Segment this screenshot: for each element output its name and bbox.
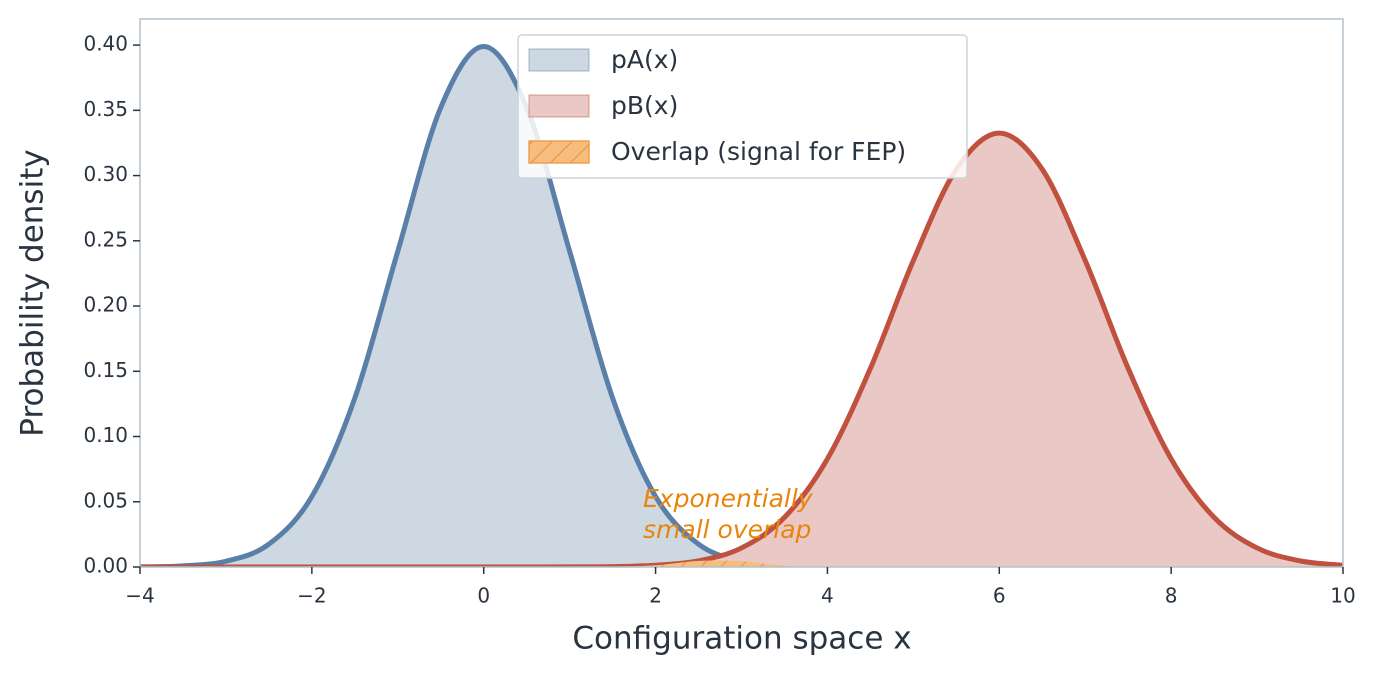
y-axis-label: Probability density: [15, 149, 51, 436]
legend-swatch: [528, 48, 590, 72]
area-hatch: [140, 560, 1343, 567]
legend-label: pA(x): [611, 45, 678, 74]
annotation: small overlap: [643, 515, 811, 544]
legend-box: [517, 34, 968, 179]
x-tick-label: −4: [125, 584, 154, 608]
x-tick-label: −2: [297, 584, 326, 608]
line: [140, 130, 1343, 567]
area-fill: [140, 46, 1343, 567]
x-tick-label: 8: [1165, 584, 1178, 608]
x-tick-label: 2: [649, 584, 662, 608]
y-tick-label: 0.05: [83, 488, 128, 512]
y-tick-label: 0.40: [83, 32, 128, 56]
y-tick-label: 0.00: [83, 554, 128, 578]
y-tick-label: 0.35: [83, 97, 128, 121]
legend-label: Overlap (signal for FEP): [611, 137, 906, 166]
legend-swatch: [528, 94, 590, 118]
legend-label: pB(x): [611, 91, 678, 120]
y-tick-label: 0.15: [83, 358, 128, 382]
legend-swatch-hatch: [529, 141, 589, 163]
y-tick-label: 0.30: [83, 162, 128, 186]
plot-frame: [139, 18, 1344, 568]
plot-area: [140, 44, 1343, 567]
y-tick-label: 0.20: [83, 293, 128, 317]
annotation: Exponentially: [643, 484, 814, 513]
x-tick-label: 4: [821, 584, 834, 608]
area-fill: [140, 133, 1343, 567]
x-tick-label: 10: [1330, 584, 1355, 608]
x-tick-label: 0: [477, 584, 490, 608]
x-axis-label: Configuration space x: [572, 621, 911, 657]
line: [140, 44, 1343, 567]
y-tick-label: 0.10: [83, 423, 128, 447]
x-tick-label: 6: [993, 584, 1006, 608]
y-tick-label: 0.25: [83, 227, 128, 251]
